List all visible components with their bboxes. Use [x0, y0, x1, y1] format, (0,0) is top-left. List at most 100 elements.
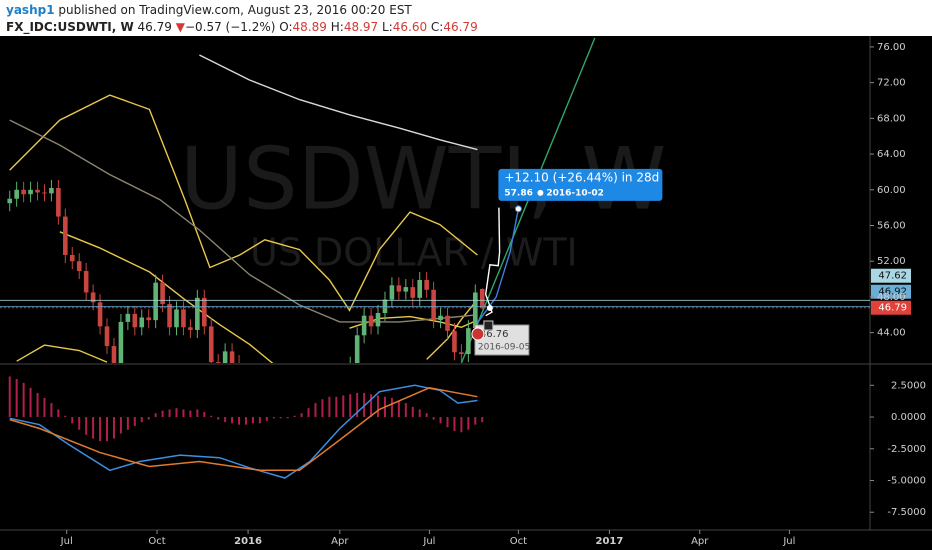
histogram-bar: [342, 395, 345, 418]
candle-body: [188, 327, 193, 330]
y-tick-label: 52.00: [877, 256, 906, 267]
histogram-bar: [57, 409, 60, 418]
axes: 46.79 46.92 47.62 +12.10 (+26.44%) in 28d 57…: [60, 42, 926, 547]
histogram-bar: [210, 415, 213, 418]
header-line-2: FX_IDC:USDWTI, W 46.79 ▼−0.57 (−1.2%) O:…: [6, 20, 478, 35]
y-tick-label: 44.00: [877, 328, 906, 339]
histogram-bar: [349, 394, 352, 418]
histogram-bar: [307, 408, 310, 418]
annotation-clock: [537, 189, 544, 196]
h-label: H:: [331, 20, 344, 34]
y-tick-label: 56.00: [877, 221, 906, 232]
candle-body: [63, 216, 68, 255]
x-tick-label: Apr: [691, 536, 709, 547]
histogram-bar: [251, 417, 254, 424]
change: −0.57 (−1.2%): [185, 20, 276, 34]
histogram-bar: [29, 387, 32, 418]
c-label: C:: [431, 20, 443, 34]
histogram-bar: [196, 409, 199, 418]
last: 46.79: [138, 20, 172, 34]
histogram-bar: [15, 378, 18, 418]
candle-body: [479, 288, 485, 308]
overlay-line: [59, 231, 274, 363]
histogram-bar: [203, 411, 206, 418]
histogram-bar: [453, 417, 456, 431]
histogram-bar: [168, 409, 171, 418]
candle-body: [403, 287, 409, 292]
candle-body: [111, 346, 117, 363]
projection-start: [486, 305, 493, 311]
o: 48.89: [293, 20, 327, 34]
histogram-bar: [272, 417, 275, 419]
macd-line: [9, 384, 478, 479]
histogram-bar: [140, 417, 143, 423]
publisher[interactable]: yashp1: [6, 3, 55, 17]
histogram-bar: [175, 408, 178, 418]
y2-tick-label: -7.5000: [887, 507, 926, 518]
histogram-bar: [321, 399, 324, 418]
candle-body: [28, 189, 33, 195]
candle-body: [14, 189, 19, 199]
candle-body: [195, 297, 200, 330]
candle-body: [21, 189, 26, 195]
histogram-bar: [78, 417, 81, 430]
histogram-bar: [147, 417, 150, 420]
annotation-price: 57.86: [504, 188, 532, 198]
histogram-bar: [64, 415, 67, 418]
histogram-bar: [286, 417, 289, 419]
overlay-line: [9, 119, 478, 323]
y-tick-label: 64.00: [877, 149, 906, 160]
x-tick-label: Oct: [148, 536, 165, 547]
x-tick-label: Apr: [331, 536, 349, 547]
l-label: L:: [382, 20, 393, 34]
histogram-bar: [404, 403, 407, 418]
histogram-bar: [377, 395, 380, 418]
histogram-bar: [397, 400, 400, 418]
candle-body: [132, 313, 138, 328]
y-tick-label: 72.00: [877, 78, 906, 89]
histogram-bar: [411, 406, 414, 418]
price-label: 46.92: [878, 287, 907, 298]
published: published on TradingView.com, August 23,…: [55, 3, 413, 17]
annotation-date: 2016-10-02: [546, 188, 604, 198]
histogram-bar: [425, 413, 428, 418]
o-label: O:: [279, 20, 292, 34]
histogram-bar: [300, 413, 303, 418]
candle-body: [153, 282, 158, 321]
macd-line: [9, 387, 478, 472]
candle-body: [354, 335, 360, 363]
candle-body: [83, 271, 89, 293]
histogram-bar: [71, 417, 74, 424]
annotation-text: +12.10 (+26.44%) in 28d: [504, 170, 659, 184]
overlay-line: [9, 94, 478, 312]
candle-body: [417, 279, 423, 298]
histogram-bar: [119, 417, 122, 434]
histogram-bar: [390, 398, 393, 418]
histogram-bar: [85, 417, 88, 435]
histogram-bar: [335, 396, 338, 418]
candle-body: [167, 304, 172, 328]
candle-body: [215, 362, 221, 363]
arrow: ▼: [176, 20, 186, 34]
candle-body: [222, 351, 228, 363]
histogram-bar: [161, 410, 164, 418]
overlay-line: [16, 344, 108, 363]
candle-body: [104, 326, 110, 347]
candle-body: [69, 254, 75, 262]
histogram-bar: [22, 382, 25, 418]
histogram-bar: [474, 417, 477, 425]
y2-tick-label: -5.0000: [887, 476, 926, 487]
x-tick-label: Jul: [60, 536, 73, 547]
candle-body: [396, 285, 402, 292]
chart-bg: [0, 36, 932, 550]
candle-body: [76, 261, 82, 272]
histogram-bar: [36, 392, 39, 418]
histogram-bar: [43, 398, 46, 418]
x-tick-label: 2016: [234, 536, 262, 547]
candle-body: [201, 297, 207, 327]
histogram-bar: [418, 409, 421, 418]
histogram-bar: [224, 417, 227, 423]
histogram-bar: [112, 417, 115, 439]
histogram-bar: [182, 409, 185, 418]
candle-body: [452, 330, 457, 353]
